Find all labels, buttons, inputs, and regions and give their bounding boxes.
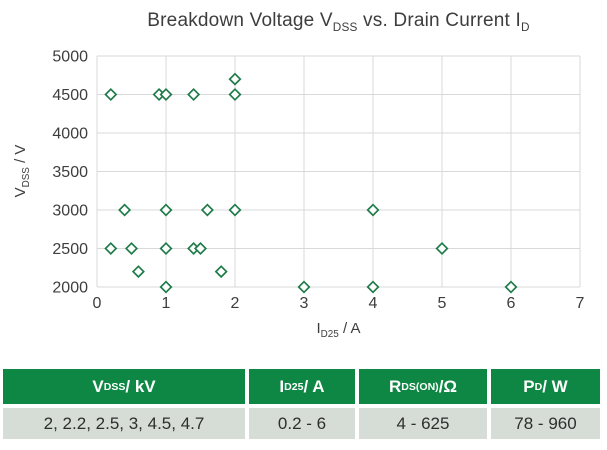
y-axis-title-sub: DSS (21, 167, 32, 188)
scatter-point (504, 280, 518, 294)
spec-table-cell-rdson: 4 - 625 (359, 408, 487, 439)
y-axis-title-text: / V (12, 144, 29, 168)
x-tick-label: 4 (369, 295, 378, 312)
spec-table-cell-pd: 78 - 960 (491, 408, 600, 439)
scatter-point (297, 280, 311, 294)
scatter-point (131, 265, 145, 279)
x-tick-label: 2 (231, 295, 240, 312)
chart-title-sub-dss: DSS (332, 20, 358, 34)
scatter-point (159, 280, 173, 294)
spec-table-cell-id25: 0.2 - 6 (249, 408, 355, 439)
x-axis-title-text: I (316, 320, 321, 337)
x-tick-label: 0 (93, 295, 102, 312)
scatter-point (435, 241, 449, 256)
chart-title-text: vs. Drain Current I (357, 10, 521, 31)
x-tick-label: 7 (576, 295, 585, 312)
scatter-point (228, 203, 242, 217)
y-axis-title: VDSS / V (12, 145, 32, 198)
spec-table-header-rdson: R DS(ON) /Ω (359, 369, 487, 404)
spec-table-header-vdss: V DSS / kV (3, 369, 245, 404)
chart-title-text: Breakdown Voltage V (147, 10, 333, 31)
scatter-point (187, 87, 201, 102)
scatter-point (366, 203, 380, 217)
scatter-plot: 2000 2500 3000 3500 4000 4500 5000 0 1 2 3 4 5 6 7 (52, 49, 585, 313)
y-tick-label: 2000 (52, 280, 88, 297)
header-sub: D (534, 380, 543, 393)
header-sub: DS(ON) (401, 380, 439, 393)
y-tick-label: 2500 (52, 241, 88, 258)
header-text: / kV (125, 376, 156, 396)
scatter-point (214, 265, 228, 279)
y-axis-title-text: V (12, 187, 29, 198)
header-text: / W (542, 376, 568, 396)
x-axis-title: ID25 / A (97, 320, 580, 340)
header-sub: DSS (103, 380, 126, 393)
spec-table-header-id25: I D25 / A (249, 369, 355, 404)
x-tick-label: 1 (162, 295, 171, 312)
header-text: /Ω (438, 376, 458, 396)
header-text: P (523, 376, 535, 396)
header-text: V (92, 376, 104, 396)
chart-title: Breakdown Voltage VDSS vs. Drain Current… (92, 10, 585, 34)
y-tick-label: 3500 (52, 164, 88, 181)
scatter-point (193, 241, 208, 256)
header-sub: D25 (284, 380, 304, 393)
scatter-point (104, 87, 118, 102)
scatter-point (104, 241, 118, 256)
scatter-point (124, 241, 139, 256)
x-tick-label: 5 (438, 295, 447, 312)
scatter-point (228, 72, 242, 86)
x-axis-title-sub: D25 (320, 329, 339, 340)
y-tick-label: 3000 (52, 203, 88, 220)
header-text: I (279, 376, 285, 396)
scatter-point (118, 203, 132, 217)
y-tick-label: 5000 (52, 49, 88, 66)
chart-title-sub-d: D (521, 20, 530, 34)
header-text: / A (303, 376, 325, 396)
scatter-point (228, 87, 242, 102)
scatter-point (159, 203, 173, 217)
spec-table-data-row: 2, 2.2, 2.5, 3, 4.5, 4.7 0.2 - 6 4 - 625… (3, 408, 600, 439)
spec-table-cell-vdss: 2, 2.2, 2.5, 3, 4.5, 4.7 (3, 408, 245, 439)
y-tick-label: 4500 (52, 87, 88, 104)
scatter-point (200, 203, 214, 217)
scatter-point (159, 241, 173, 256)
scatter-point (366, 280, 380, 294)
header-text: R (388, 376, 402, 396)
scatter-point (159, 87, 173, 102)
x-tick-label: 6 (507, 295, 516, 312)
y-tick-label: 4000 (52, 126, 88, 143)
x-axis-title-text: / A (338, 320, 361, 337)
x-tick-label: 3 (300, 295, 309, 312)
